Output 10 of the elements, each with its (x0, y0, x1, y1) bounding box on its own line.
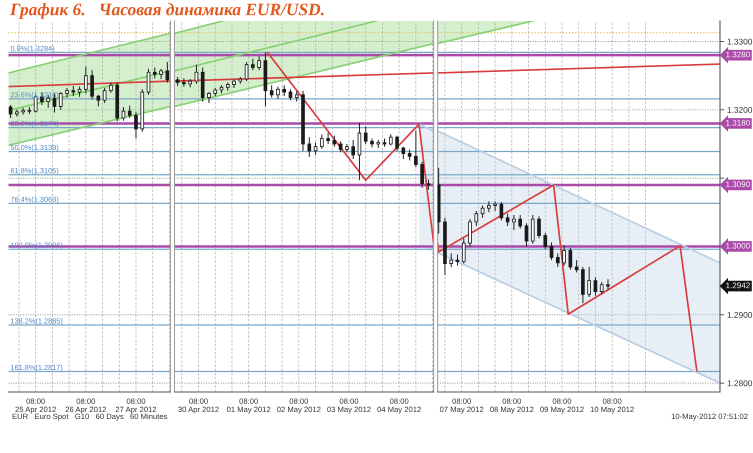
ref-line-label: 1.3000 (726, 242, 750, 249)
ref-line-label: 1.3280 (726, 52, 750, 58)
chart-title: График 6. Часовая динамика EUR/USD. (10, 3, 324, 19)
ref-line-label: 1.3090 (726, 181, 750, 188)
ref-line-label: 1.3180 (726, 120, 750, 126)
y-tick-label: 1.2900 (728, 312, 752, 318)
y-tick-label: 1.3200 (728, 107, 752, 113)
text: 1.2942 (726, 282, 750, 288)
y-tick-label: 1.3300 (728, 38, 752, 45)
y-tick-label: 1.2800 (728, 380, 752, 386)
